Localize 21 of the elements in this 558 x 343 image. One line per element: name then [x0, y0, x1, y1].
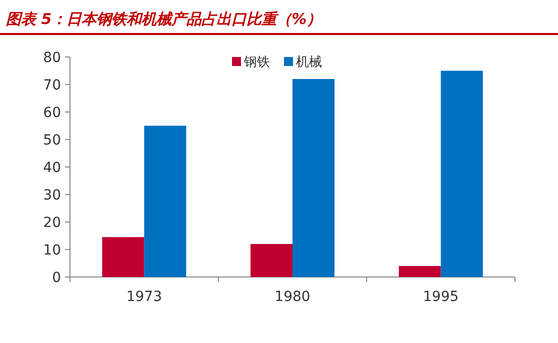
x-tick-label: 1973	[126, 289, 162, 305]
bar	[102, 237, 144, 277]
bar	[440, 70, 483, 277]
y-tick-label: 50	[43, 132, 61, 148]
y-tick-label: 40	[43, 160, 61, 176]
legend-label: 机械	[296, 55, 322, 70]
legend-label: 钢铁	[243, 55, 270, 70]
y-tick-label: 80	[43, 50, 61, 66]
bar	[398, 266, 441, 277]
bar	[292, 79, 334, 277]
bar	[250, 244, 292, 277]
y-tick-label: 0	[52, 270, 61, 286]
x-tick-label: 1995	[423, 289, 459, 305]
y-tick-label: 30	[43, 188, 61, 204]
y-tick-label: 20	[43, 215, 61, 231]
chart-title: 图表 5：日本钢铁和机械产品占出口比重（%）	[6, 10, 322, 28]
x-tick-label: 1980	[274, 289, 310, 305]
y-tick-label: 70	[43, 78, 61, 94]
y-tick-label: 60	[43, 105, 61, 121]
y-tick-label: 10	[43, 242, 61, 258]
bar	[144, 126, 186, 277]
